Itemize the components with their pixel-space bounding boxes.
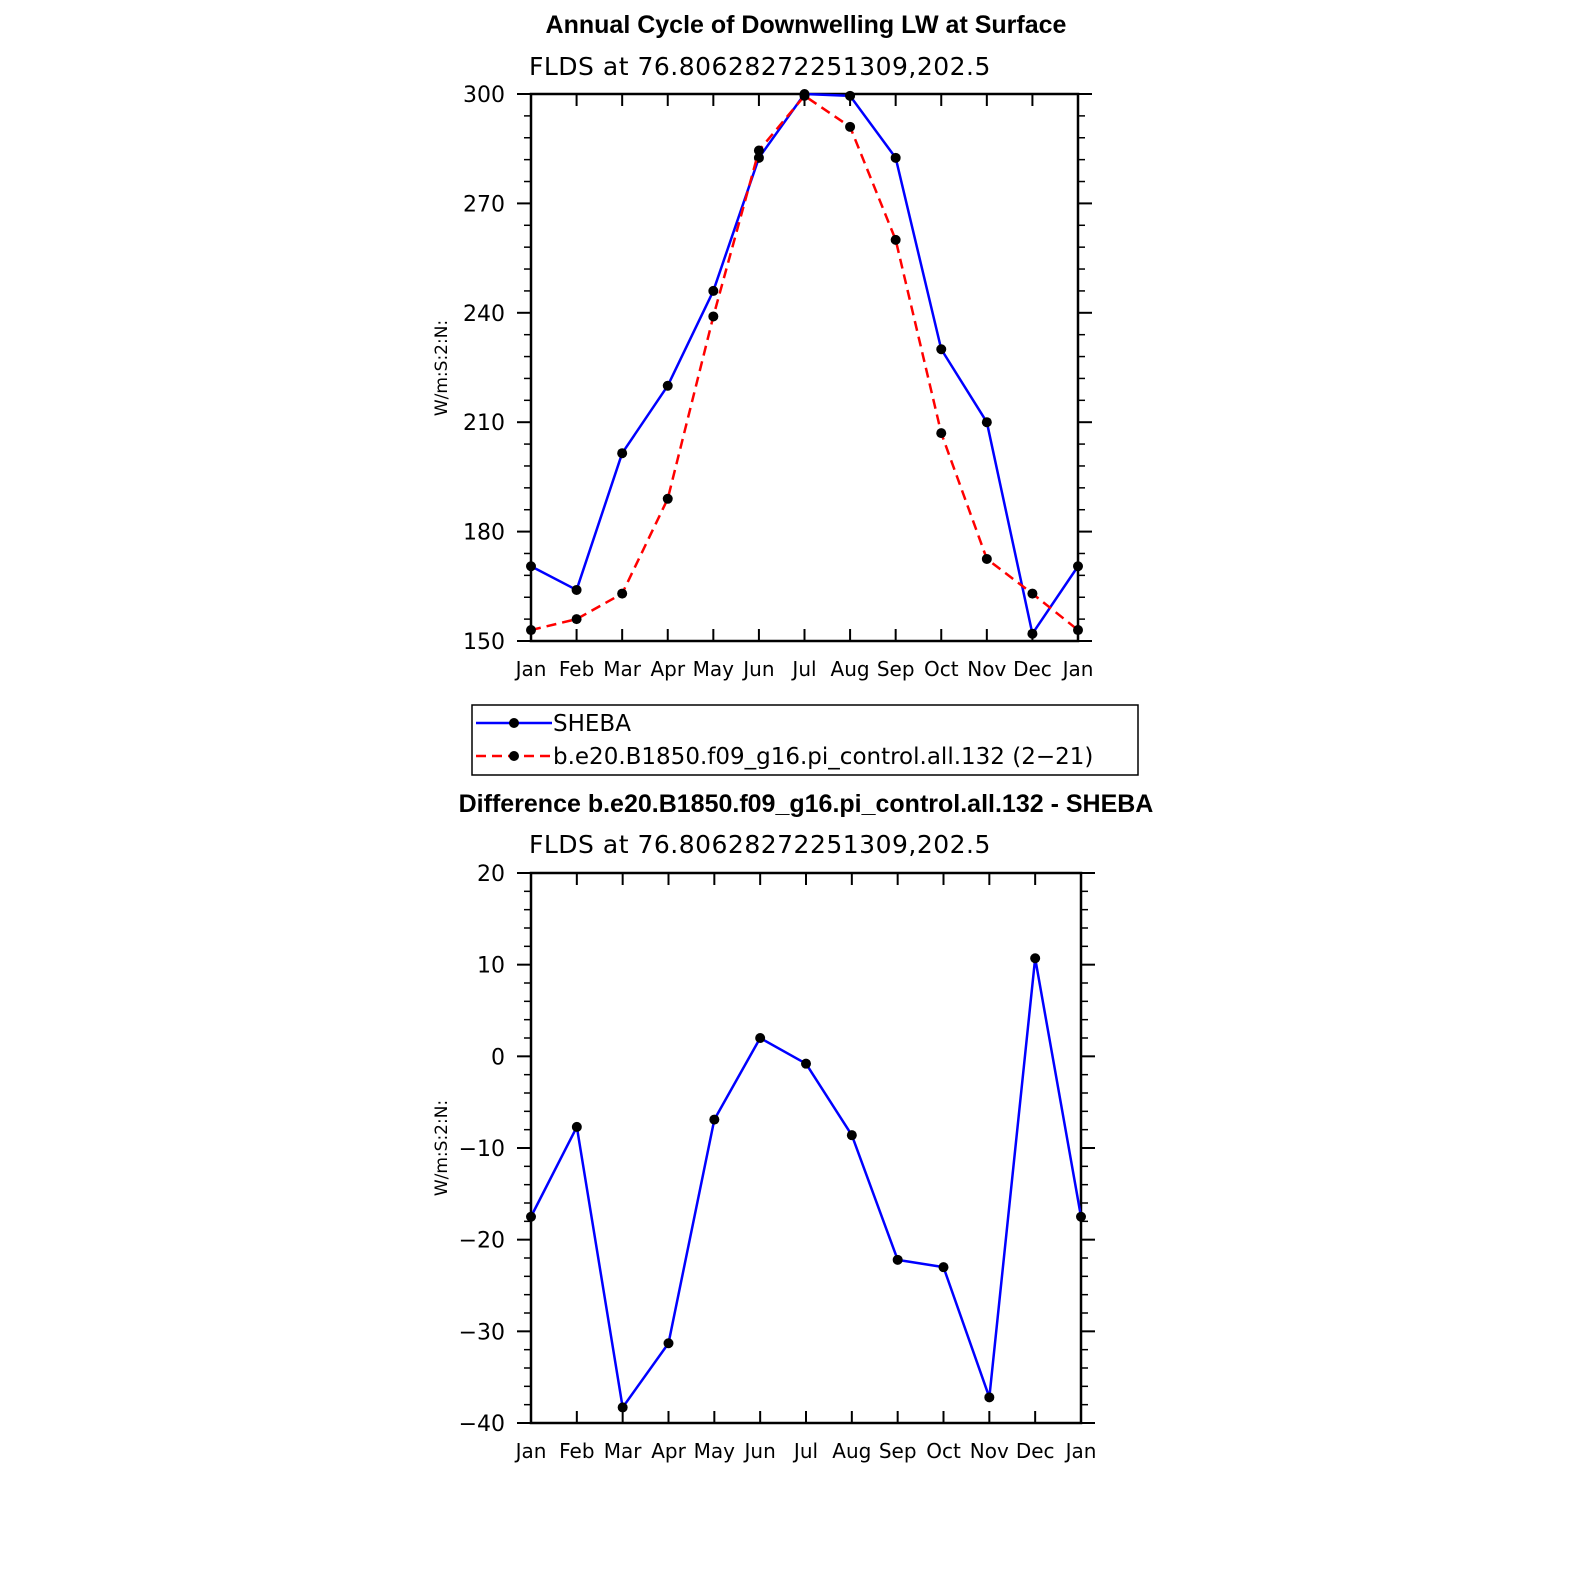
chart1-series-0-point <box>845 90 856 101</box>
chart2-series-0-point <box>938 1262 949 1273</box>
chart1-x-tick-label: Jun <box>741 657 774 681</box>
chart1-x-tick-label: Aug <box>831 657 870 681</box>
chart1-x-tick-label: Sep <box>877 657 915 681</box>
legend-label-sheba: SHEBA <box>553 711 631 737</box>
chart1-frame <box>529 92 1080 643</box>
chart2-plot: Jan Feb Mar Apr May Jun Jul Aug Sep Oct Nov Dec Jan−… <box>459 862 1097 1463</box>
chart2-series-0-point <box>1076 1211 1086 1222</box>
chart1-series-1-point <box>890 234 901 245</box>
legend-box <box>471 704 1139 776</box>
chart1-x-tick-label: Oct <box>924 657 959 681</box>
chart1-series-1-point <box>981 553 992 564</box>
chart1-series-0-point <box>571 584 582 595</box>
chart1-x-tick-label: Nov <box>967 657 1006 681</box>
chart1-series-1-line <box>530 94 1079 632</box>
chart1-x-tick-label: Jan <box>514 657 547 681</box>
chart1-series-1-point <box>799 90 810 101</box>
chart1-series-0-point <box>890 152 901 163</box>
chart2-y-tick-label: 10 <box>477 954 505 979</box>
chart1-y-tick-label: 210 <box>463 411 505 436</box>
chart2-y-tick-label: −40 <box>459 1412 505 1437</box>
chart2-series-0-point <box>892 1254 903 1265</box>
chart2-x-tick-label: May <box>694 1439 736 1463</box>
chart2-x-tick-label: Nov <box>970 1439 1009 1463</box>
chart1-series-0-line <box>530 92 1080 635</box>
chart2-y-tick-label: −30 <box>459 1320 505 1345</box>
chart1-x-tick-label: Mar <box>603 657 642 681</box>
chart2-x-tick-label: Jul <box>792 1439 818 1463</box>
legend: SHEBA b.e20.B1850.f09_g16.pi_control.all… <box>471 704 1139 776</box>
chart2-y-tick-label: 0 <box>491 1045 505 1070</box>
chart1-series-1-point <box>571 614 582 625</box>
chart2-x-tick-label: Mar <box>604 1439 643 1463</box>
chart2-x-tick-label: Feb <box>559 1439 594 1463</box>
legend-marker-sheba <box>509 718 519 728</box>
chart1-series-0-point <box>1027 628 1038 639</box>
chart1-series-1-point <box>662 493 673 504</box>
chart2-y-tick-label: −10 <box>459 1137 505 1162</box>
chart1-series-1-point <box>1027 588 1038 599</box>
chart1-series-1-point <box>708 311 719 322</box>
chart1-y-tick-label: 300 <box>463 83 505 108</box>
chart1-series-1-point <box>936 428 947 439</box>
chart1-x-tick-label: Jul <box>790 657 816 681</box>
chart2-x-tick-label: Apr <box>651 1439 686 1463</box>
chart1-y-tick-label: 270 <box>463 192 505 217</box>
chart1-y-tick-label: 150 <box>463 630 505 655</box>
chart1-series-0-point <box>662 380 673 391</box>
chart2-title: Difference b.e20.B1850.f09_g16.pi_contro… <box>459 790 1154 818</box>
chart1-plot: Jan Feb Mar Apr May Jun Jul Aug Sep Oct Nov Dec Jan 1… <box>463 83 1093 681</box>
chart2-series-0-point <box>801 1058 811 1069</box>
chart2-y-tick-label: 20 <box>477 862 505 887</box>
chart1-series-1-point <box>617 588 628 599</box>
chart2-x-tick-label: Aug <box>832 1439 871 1463</box>
chart1-series-1-point <box>1073 625 1083 636</box>
chart1-title: Annual Cycle of Downwelling LW at Surfac… <box>546 11 1067 39</box>
chart2-frame <box>529 871 1083 1425</box>
chart2-y-axis-label: W/m:S:2:N: <box>432 1100 452 1196</box>
chart1-series-0-point <box>936 344 947 355</box>
chart2-subtitle: FLDS at 76.80628272251309,202.5 <box>529 830 991 859</box>
chart1-series-1-point <box>753 145 764 156</box>
chart2-x-tick-label: Sep <box>879 1439 917 1463</box>
chart2-x-tick-label: Jun <box>743 1439 776 1463</box>
chart1-series-0-point <box>981 417 992 428</box>
chart2-series-0-point <box>526 1211 536 1222</box>
chart1-subtitle: FLDS at 76.80628272251309,202.5 <box>529 52 991 81</box>
chart2-x-tick-label: Dec <box>1016 1439 1055 1463</box>
chart1-series-0-point <box>526 561 536 572</box>
chart1-series-1-point <box>845 121 856 132</box>
chart1-y-tick-label: 180 <box>463 521 505 546</box>
chart2-x-tick-label: Jan <box>514 1439 547 1463</box>
chart2-series-0-point <box>1030 953 1041 964</box>
legend-marker-model <box>509 751 519 761</box>
chart1-series-0-point <box>1073 561 1083 572</box>
chart2-y-tick-label: −20 <box>459 1229 505 1254</box>
chart2-series-0-point <box>617 1402 628 1413</box>
legend-label-model: b.e20.B1850.f09_g16.pi_control.all.132 (… <box>553 744 1093 770</box>
chart2-series-0-point <box>663 1338 674 1349</box>
chart1-x-tick-label: Feb <box>559 657 594 681</box>
chart1-y-tick-label: 240 <box>463 302 505 327</box>
chart2-x-tick-label: Jan <box>1064 1439 1097 1463</box>
chart1-series-1-point <box>526 625 536 636</box>
chart1-series-0-point <box>753 152 764 163</box>
chart2-series-0-point <box>571 1121 582 1132</box>
chart1-series-0-point <box>617 448 628 459</box>
chart2-series-0-point <box>846 1130 857 1141</box>
chart2-series-0-line <box>529 957 1083 1409</box>
chart1-x-tick-label: May <box>693 657 735 681</box>
chart1-y-axis-label: W/m:S:2:N: <box>432 320 452 416</box>
chart2-x-tick-label: Oct <box>926 1439 961 1463</box>
chart2-series-0-point <box>755 1033 766 1043</box>
chart1-series-0-point <box>708 285 719 296</box>
chart1-x-tick-label: Apr <box>650 657 685 681</box>
chart1-x-tick-label: Jan <box>1061 657 1094 681</box>
chart2-series-0-point <box>984 1392 995 1403</box>
chart1-x-tick-label: Dec <box>1013 657 1052 681</box>
chart2-series-0-point <box>709 1114 720 1125</box>
